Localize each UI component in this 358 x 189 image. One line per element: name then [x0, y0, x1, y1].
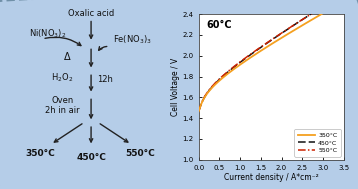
Text: 350°C: 350°C — [26, 149, 55, 158]
Text: 450°C: 450°C — [76, 153, 106, 162]
Text: $\Delta$: $\Delta$ — [63, 50, 72, 62]
Text: H$_2$O$_2$: H$_2$O$_2$ — [51, 72, 74, 84]
X-axis label: Current density / A*cm⁻²: Current density / A*cm⁻² — [224, 173, 319, 182]
Text: 12h: 12h — [97, 75, 112, 84]
Legend: 350°C, 450°C, 550°C: 350°C, 450°C, 550°C — [294, 129, 340, 156]
Y-axis label: Cell Voltage / V: Cell Voltage / V — [171, 58, 180, 116]
Text: Fe(NO$_3$)$_3$: Fe(NO$_3$)$_3$ — [113, 34, 152, 46]
Text: Ni(NO$_3$)$_2$: Ni(NO$_3$)$_2$ — [29, 27, 66, 40]
Text: 550°C: 550°C — [125, 149, 155, 158]
Text: Oven
2h in air: Oven 2h in air — [45, 96, 80, 115]
Text: 60°C: 60°C — [206, 20, 232, 30]
Text: Oxalic acid: Oxalic acid — [68, 9, 114, 18]
